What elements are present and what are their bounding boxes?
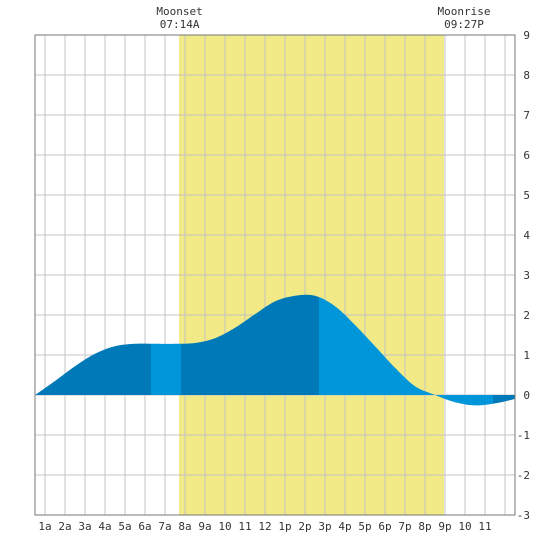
x-tick-label: 4p bbox=[338, 520, 351, 533]
x-tick-label: 6a bbox=[138, 520, 151, 533]
y-tick-label: 4 bbox=[523, 229, 530, 242]
y-tick-label: -3 bbox=[517, 509, 530, 522]
moonset-time: 07:14A bbox=[160, 18, 200, 31]
x-tick-label: 3a bbox=[78, 520, 91, 533]
tide-area-segment bbox=[319, 297, 493, 406]
tide-area-segment bbox=[35, 343, 151, 395]
x-tick-label: 1p bbox=[278, 520, 291, 533]
x-tick-label: 9p bbox=[438, 520, 451, 533]
y-tick-label: 2 bbox=[523, 309, 530, 322]
y-tick-label: 7 bbox=[523, 109, 530, 122]
x-tick-label: 10 bbox=[218, 520, 231, 533]
x-tick-label: 11 bbox=[478, 520, 491, 533]
x-tick-label: 7a bbox=[158, 520, 171, 533]
y-tick-label: 0 bbox=[523, 389, 530, 402]
x-tick-label: 3p bbox=[318, 520, 331, 533]
tide-area-segment bbox=[151, 343, 181, 395]
y-tick-label: -1 bbox=[517, 429, 530, 442]
y-tick-label: 9 bbox=[523, 29, 530, 42]
x-tick-label: 6p bbox=[378, 520, 391, 533]
x-tick-label: 5p bbox=[358, 520, 371, 533]
moonset-label: Moonset bbox=[156, 5, 202, 18]
x-tick-label: 12 bbox=[258, 520, 271, 533]
x-tick-label: 9a bbox=[198, 520, 211, 533]
plot-border bbox=[34, 34, 516, 516]
moonrise-time: 09:27P bbox=[444, 18, 484, 31]
y-tick-label: 1 bbox=[523, 349, 530, 362]
moonrise-label: Moonrise bbox=[438, 5, 491, 18]
y-tick-label: -2 bbox=[517, 469, 530, 482]
y-tick-label: 6 bbox=[523, 149, 530, 162]
x-tick-label: 8a bbox=[178, 520, 191, 533]
x-tick-label: 10 bbox=[458, 520, 471, 533]
y-tick-label: 8 bbox=[523, 69, 530, 82]
y-tick-label: 5 bbox=[523, 189, 530, 202]
x-tick-label: 7p bbox=[398, 520, 411, 533]
x-tick-label: 1a bbox=[38, 520, 51, 533]
x-tick-label: 4a bbox=[98, 520, 111, 533]
x-tick-label: 11 bbox=[238, 520, 251, 533]
y-tick-label: 3 bbox=[523, 269, 530, 282]
x-tick-label: 8p bbox=[418, 520, 431, 533]
tide-area-segment bbox=[181, 294, 319, 395]
x-tick-label: 2p bbox=[298, 520, 311, 533]
tide-area-segment bbox=[493, 395, 515, 404]
x-tick-label: 5a bbox=[118, 520, 131, 533]
x-tick-label: 2a bbox=[58, 520, 71, 533]
